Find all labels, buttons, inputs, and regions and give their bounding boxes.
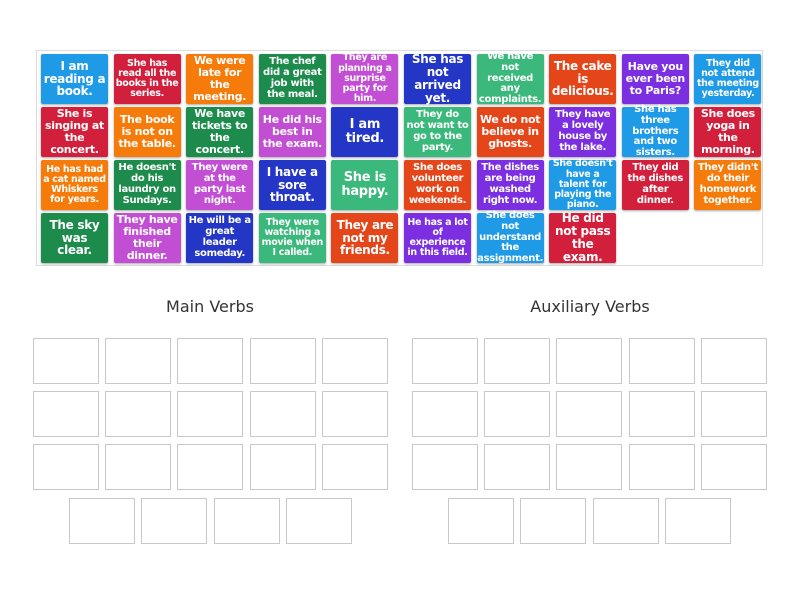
auxiliary-verbs-drop-slot[interactable] xyxy=(448,498,514,544)
auxiliary-verbs-drop-slot[interactable] xyxy=(412,391,478,437)
sentence-card[interactable]: I am reading a book. xyxy=(41,54,108,104)
sentence-card[interactable]: They were watching a movie when I called… xyxy=(258,213,326,263)
auxiliary-verbs-drop-slot[interactable] xyxy=(700,338,767,384)
auxiliary-verbs-drop-slot[interactable] xyxy=(556,391,623,437)
sentence-card[interactable]: They are planning a surprise party for h… xyxy=(331,53,399,104)
main-verbs-drop-slot[interactable] xyxy=(177,444,244,490)
sentence-card[interactable]: They do not want to go to the party. xyxy=(404,107,471,157)
sentence-card[interactable]: She is happy. xyxy=(331,160,399,210)
auxiliary-verbs-drop-slot[interactable] xyxy=(484,444,551,490)
sentence-card[interactable]: The book is not on the table. xyxy=(113,107,181,157)
sentence-card[interactable]: The sky was clear. xyxy=(41,213,108,263)
group-title-main-verbs: Main Verbs xyxy=(166,297,254,316)
sentence-card[interactable]: He did not pass the exam. xyxy=(549,212,617,263)
auxiliary-verbs-drop-slot[interactable] xyxy=(556,338,623,384)
sentence-card[interactable]: He has a lot of experience in this field… xyxy=(404,213,471,263)
main-verbs-drop-slot[interactable] xyxy=(213,498,280,544)
auxiliary-verbs-drop-slot[interactable] xyxy=(484,338,551,384)
main-verbs-drop-slot[interactable] xyxy=(285,498,352,544)
main-verbs-drop-slot[interactable] xyxy=(249,444,316,490)
main-verbs-drop-slot[interactable] xyxy=(69,498,135,544)
sentence-card[interactable]: They did the dishes after dinner. xyxy=(621,160,689,210)
auxiliary-verbs-drop-slot[interactable] xyxy=(484,391,551,437)
sentence-card[interactable]: She does volunteer work on weekends. xyxy=(404,160,471,210)
auxiliary-verbs-drop-slot[interactable] xyxy=(628,444,695,490)
sentence-card[interactable]: We do not believe in ghosts. xyxy=(476,107,544,157)
main-verbs-drop-slot[interactable] xyxy=(141,498,208,544)
card-pool: I am reading a book. She has read all the… xyxy=(36,50,763,266)
auxiliary-verbs-drop-slot[interactable] xyxy=(700,391,767,437)
sentence-card[interactable]: The cake is delicious. xyxy=(549,54,617,104)
auxiliary-verbs-drop-slot[interactable] xyxy=(412,338,478,384)
auxiliary-verbs-drop-slot[interactable] xyxy=(664,498,731,544)
sentence-card[interactable]: They did not attend the meeting yesterda… xyxy=(694,54,762,104)
sentence-card[interactable]: He will be a great leader someday. xyxy=(186,213,254,263)
main-verbs-drop-slot[interactable] xyxy=(33,444,99,490)
main-verbs-drop-slot[interactable] xyxy=(177,391,244,437)
sentence-card[interactable]: They were at the party last night. xyxy=(186,160,254,210)
sentence-card[interactable]: Have you ever been to Paris? xyxy=(621,54,689,104)
sentence-card[interactable]: She has three brothers and two sisters. xyxy=(621,104,689,158)
sentence-card[interactable]: We have not received any complaints. xyxy=(476,51,544,105)
main-verbs-drop-slot[interactable] xyxy=(105,444,172,490)
sentence-card[interactable]: They have a lovely house by the lake. xyxy=(549,107,617,157)
sentence-card[interactable]: She doesn't have a talent for playing th… xyxy=(549,159,617,210)
main-verbs-drop-slot[interactable] xyxy=(321,391,388,437)
sentence-card[interactable]: She has not arrived yet. xyxy=(404,53,471,104)
sentence-card[interactable]: They didn't do their homework together. xyxy=(694,160,762,210)
sentence-card[interactable]: We were late for the meeting. xyxy=(186,54,254,104)
main-verbs-drop-slot[interactable] xyxy=(177,338,244,384)
sentence-card[interactable]: She does yoga in the morning. xyxy=(694,107,762,157)
sentence-card[interactable]: She has read all the books in the series… xyxy=(113,54,181,104)
main-verbs-drop-slot[interactable] xyxy=(249,391,316,437)
sentence-card[interactable]: I am tired. xyxy=(331,107,399,157)
sentence-card[interactable]: They have finished their dinner. xyxy=(113,213,181,263)
main-verbs-drop-slot[interactable] xyxy=(321,338,388,384)
main-verbs-drop-slot[interactable] xyxy=(105,391,172,437)
auxiliary-verbs-drop-slot[interactable] xyxy=(520,498,587,544)
auxiliary-verbs-drop-slot[interactable] xyxy=(556,444,623,490)
auxiliary-verbs-drop-slot[interactable] xyxy=(592,498,659,544)
sentence-card[interactable]: We have tickets to the concert. xyxy=(186,107,254,157)
auxiliary-verbs-drop-slot[interactable] xyxy=(700,444,767,490)
sentence-card[interactable]: They are not my friends. xyxy=(331,213,399,263)
sentence-card[interactable]: The chef did a great job with the meal. xyxy=(258,54,326,104)
sentence-card[interactable]: She does not understand the assignment. xyxy=(476,210,544,265)
sentence-card[interactable]: He did his best in the exam. xyxy=(258,107,326,157)
auxiliary-verbs-drop-slot[interactable] xyxy=(628,338,695,384)
main-verbs-drop-slot[interactable] xyxy=(105,338,172,384)
main-verbs-drop-slot[interactable] xyxy=(33,391,99,437)
main-verbs-drop-slot[interactable] xyxy=(249,338,316,384)
main-verbs-drop-slot[interactable] xyxy=(33,338,99,384)
auxiliary-verbs-drop-slot[interactable] xyxy=(412,444,478,490)
sentence-card[interactable]: She is singing at the concert. xyxy=(41,107,108,157)
group-title-auxiliary-verbs: Auxiliary Verbs xyxy=(530,297,650,316)
sentence-card[interactable]: He has had a cat named Whiskers for year… xyxy=(41,160,108,210)
main-verbs-drop-slot[interactable] xyxy=(321,444,388,490)
auxiliary-verbs-drop-slot[interactable] xyxy=(628,391,695,437)
sentence-card[interactable]: The dishes are being washed right now. xyxy=(476,160,544,210)
sentence-card[interactable]: He doesn't do his laundry on Sundays. xyxy=(113,160,181,210)
sentence-card[interactable]: I have a sore throat. xyxy=(258,160,326,210)
